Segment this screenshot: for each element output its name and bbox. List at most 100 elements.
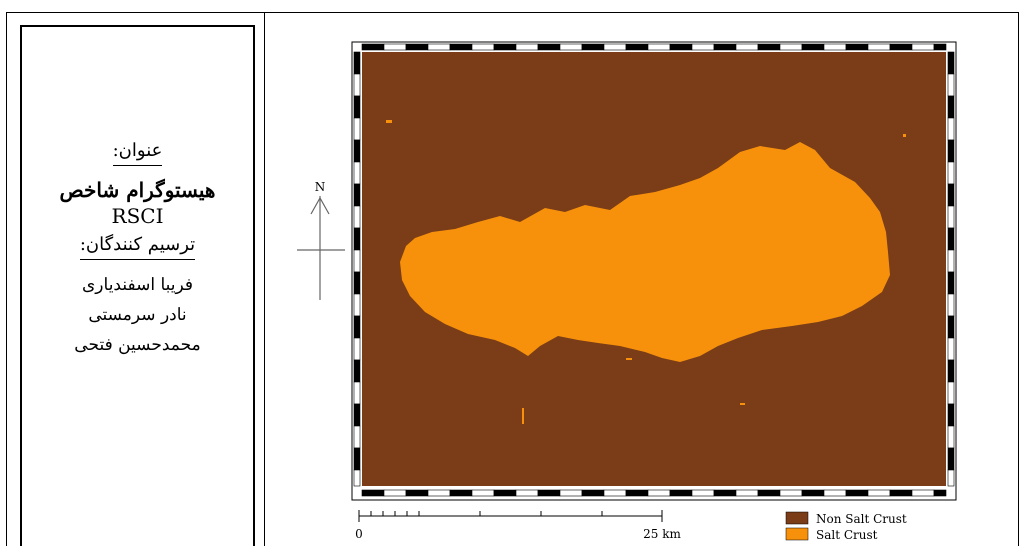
- neatline-segment: [647, 489, 671, 497]
- neatline-segment: [537, 489, 561, 497]
- neatline-segment: [493, 489, 517, 497]
- neatline-segment: [947, 139, 955, 163]
- neatline-segment: [911, 489, 935, 497]
- neatline-segment: [493, 43, 517, 51]
- neatline-segment: [947, 315, 955, 339]
- neatline-segment: [515, 489, 539, 497]
- neatline-segment: [889, 489, 913, 497]
- neatline-segment: [947, 205, 955, 229]
- neatline-segment: [405, 489, 429, 497]
- neatline-segment: [867, 489, 891, 497]
- neatline-segment: [947, 359, 955, 383]
- neatline-segment: [947, 227, 955, 251]
- subject-label: عنوان:: [112, 140, 163, 166]
- neatline-segment: [353, 271, 361, 295]
- neatline-segment: [947, 51, 955, 75]
- neatline-segment: [947, 337, 955, 361]
- scale-start-label: 0: [355, 527, 363, 541]
- legend-label-non-salt-crust: Non Salt Crust: [816, 512, 907, 526]
- neatline-segment: [353, 205, 361, 229]
- neatline-segment: [537, 43, 561, 51]
- neatline-segment: [691, 43, 715, 51]
- neatline-segment: [353, 51, 361, 75]
- neatline-segment: [427, 489, 451, 497]
- neatline-segment: [603, 43, 627, 51]
- neatline-segment: [353, 293, 361, 317]
- neatline-segment: [427, 43, 451, 51]
- neatline-segment: [735, 489, 759, 497]
- frame-top-border: [6, 12, 1018, 13]
- scale-end-label: 25 km: [643, 527, 681, 541]
- neatline-segment: [353, 161, 361, 185]
- neatline-segment: [889, 43, 913, 51]
- neatline-segment: [647, 43, 671, 51]
- neatline-segment: [757, 43, 781, 51]
- neatline-segment: [947, 403, 955, 427]
- neatline-segment: [801, 43, 825, 51]
- neatline-segment: [353, 447, 361, 471]
- legend-swatch-non-salt-crust: [785, 511, 809, 525]
- neatline-segment: [947, 469, 955, 487]
- frame-right-border: [1018, 12, 1019, 546]
- neatline-segment: [757, 489, 781, 497]
- neatline-segment: [353, 139, 361, 163]
- north-label: N: [315, 180, 326, 194]
- neatline-segment: [947, 161, 955, 185]
- neatline-segment: [713, 43, 737, 51]
- neatline-segment: [947, 425, 955, 449]
- neatline-segment: [405, 43, 429, 51]
- neatline-segment: [947, 73, 955, 97]
- legend-swatch-salt-crust: [785, 527, 809, 541]
- neatline-segment: [603, 489, 627, 497]
- neatline-segment: [353, 359, 361, 383]
- neatline-segment: [353, 337, 361, 361]
- neatline-segment: [559, 43, 583, 51]
- neatline-segment: [353, 381, 361, 405]
- neatline-segment: [353, 249, 361, 273]
- neatline-segment: [353, 315, 361, 339]
- neatline-segment: [947, 183, 955, 207]
- neatline-segment: [823, 43, 847, 51]
- neatline-segment: [515, 43, 539, 51]
- neatline-segment: [779, 43, 803, 51]
- neatline-segment: [383, 43, 407, 51]
- legend-label-salt-crust: Salt Crust: [816, 528, 878, 542]
- neatline-segment: [779, 489, 803, 497]
- neatline-segment: [947, 249, 955, 273]
- neatline-segment: [353, 425, 361, 449]
- neatline-segment: [559, 489, 583, 497]
- neatline-segment: [361, 43, 385, 51]
- neatline-segment: [669, 489, 693, 497]
- author-name: نادر سرمستی: [88, 305, 187, 325]
- neatline-segment: [867, 43, 891, 51]
- neatline-segment: [801, 489, 825, 497]
- title-panel: [20, 25, 255, 546]
- neatline-segment: [669, 43, 693, 51]
- neatline-segment: [581, 489, 605, 497]
- frame-left-border: [6, 12, 7, 546]
- author-name: فریبا اسفندیاری: [82, 275, 193, 295]
- neatline-segment: [735, 43, 759, 51]
- salt-crust-area: [400, 142, 890, 362]
- neatline-segment: [383, 489, 407, 497]
- neatline-segment: [713, 489, 737, 497]
- neatline-segment: [845, 43, 869, 51]
- neatline-segment: [947, 95, 955, 119]
- salt-crust-speckles: [386, 120, 906, 424]
- map-title-index: RSCI: [111, 204, 164, 228]
- title-panel-content: عنوان: هیستوگرام شاخص RSCI ترسیم کنندگان…: [20, 140, 255, 360]
- neatline-segment: [625, 43, 649, 51]
- neatline-segment: [449, 489, 473, 497]
- neatline-segment: [353, 117, 361, 141]
- author-name: محمدحسین فتحی: [74, 335, 201, 355]
- neatline-segment: [933, 43, 947, 51]
- neatline-segment: [353, 73, 361, 97]
- neatline-segment: [353, 469, 361, 487]
- neatline-segment: [353, 227, 361, 251]
- neatline-segment: [947, 117, 955, 141]
- map-title: هیستوگرام شاخص: [59, 178, 216, 202]
- panel-divider: [264, 12, 265, 546]
- neatline-segment: [625, 489, 649, 497]
- neatline-segment: [353, 183, 361, 207]
